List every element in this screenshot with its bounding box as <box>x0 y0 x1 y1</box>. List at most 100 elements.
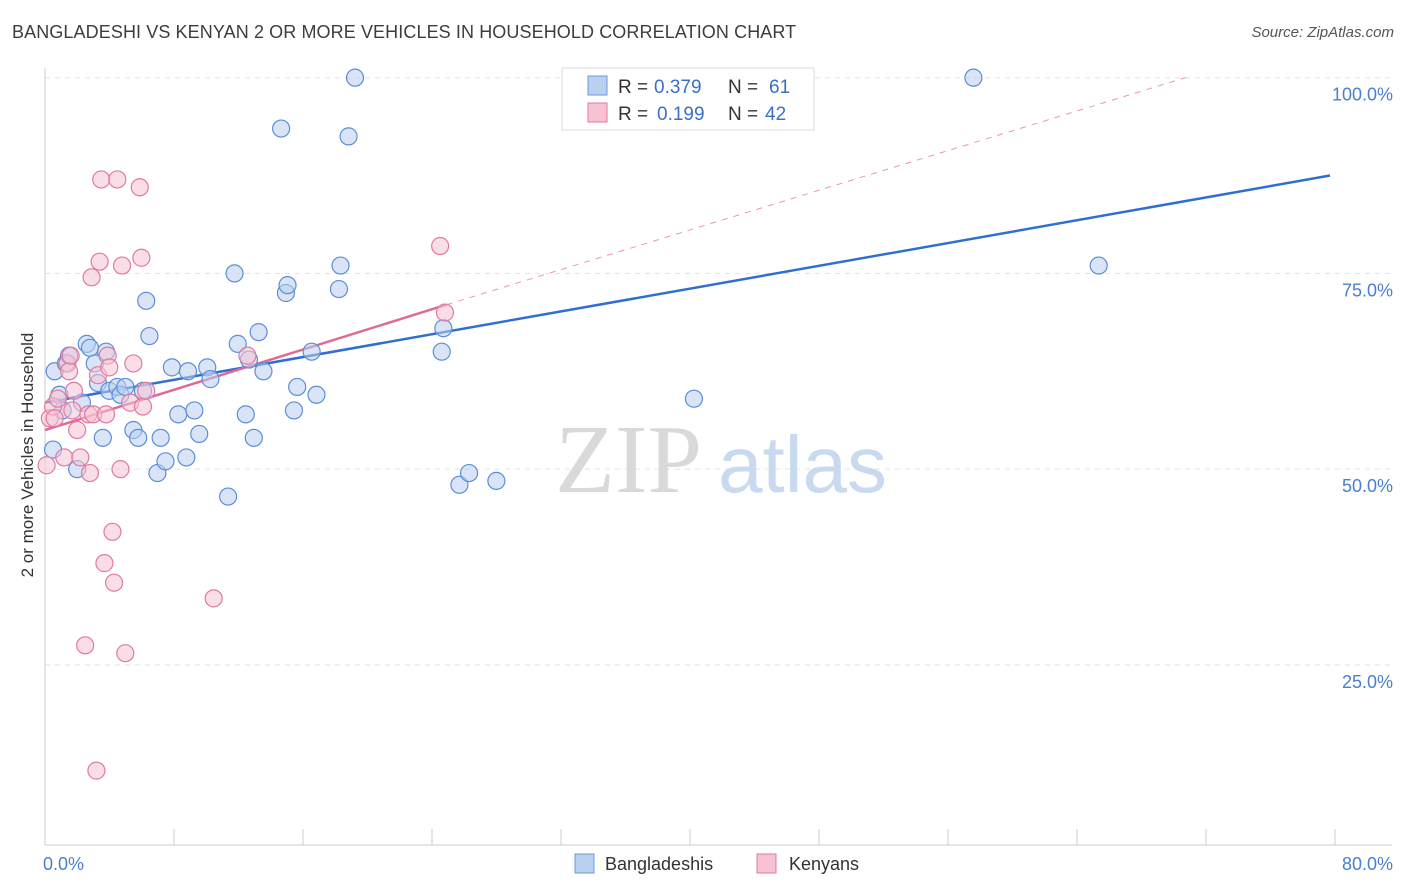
data-points <box>37 68 1108 780</box>
x-tick-label: 80.0% <box>1342 854 1393 874</box>
y-tick-label: 50.0% <box>1342 476 1393 496</box>
x-tick-label: 0.0% <box>43 854 84 874</box>
point-bangladeshis <box>177 448 196 467</box>
point-bangladeshis <box>331 256 350 275</box>
bottom-legend-label-kenyans: Kenyans <box>789 854 859 874</box>
watermark-atlas: atlas <box>718 420 887 509</box>
point-bangladeshis <box>339 127 358 146</box>
source-label: Source: ZipAtlas.com <box>1251 24 1394 41</box>
legend-r-label: R = <box>618 77 648 98</box>
point-bangladeshis <box>190 424 209 444</box>
point-bangladeshis <box>302 342 321 361</box>
point-bangladeshis <box>254 362 273 381</box>
point-kenyans <box>238 346 257 365</box>
point-kenyans <box>204 589 223 608</box>
legend-swatch-bangladeshis <box>587 75 608 96</box>
point-kenyans <box>130 178 149 197</box>
trendlines <box>44 77 1331 432</box>
point-bangladeshis <box>964 68 983 87</box>
point-bangladeshis <box>288 377 307 397</box>
chart-title: BANGLADESHI VS KENYAN 2 OR MORE VEHICLES… <box>12 22 797 42</box>
y-tick-label: 100.0% <box>1332 85 1393 105</box>
point-kenyans <box>82 268 101 287</box>
point-bangladeshis <box>140 326 159 346</box>
point-kenyans <box>92 170 111 189</box>
point-kenyans <box>48 389 67 408</box>
point-kenyans <box>64 381 84 400</box>
legend-n-value: 42 <box>765 104 786 125</box>
point-kenyans <box>95 554 114 573</box>
point-kenyans <box>132 248 151 267</box>
legend-swatch-kenyans <box>587 102 608 123</box>
point-kenyans <box>37 456 56 475</box>
point-kenyans <box>133 397 153 416</box>
point-bangladeshis <box>151 428 170 447</box>
legend-r-value: 0.199 <box>657 104 705 125</box>
point-kenyans <box>435 303 455 322</box>
point-kenyans <box>55 448 74 467</box>
point-kenyans <box>137 381 156 400</box>
point-bangladeshis <box>137 291 156 310</box>
point-kenyans <box>103 522 122 541</box>
bottom-legend: Bangladeshis Kenyans <box>574 853 859 874</box>
y-tick-labels: 25.0% 50.0% 75.0% 100.0% <box>1332 85 1393 692</box>
point-bangladeshis <box>284 401 304 420</box>
bottom-legend-label-bangladeshis: Bangladeshis <box>605 854 713 874</box>
point-bangladeshis <box>450 475 469 494</box>
bottom-legend-swatch-bangladeshis <box>574 853 595 874</box>
point-bangladeshis <box>236 405 255 424</box>
point-bangladeshis <box>80 338 100 357</box>
bottom-legend-swatch-kenyans <box>756 853 777 874</box>
point-bangladeshis <box>249 323 268 342</box>
point-kenyans <box>90 252 109 271</box>
point-bangladeshis <box>329 279 349 299</box>
point-bangladeshis <box>162 358 181 377</box>
point-kenyans <box>80 463 100 483</box>
point-kenyans <box>431 236 450 256</box>
trendline-bangladeshis <box>44 174 1331 404</box>
y-tick-label: 25.0% <box>1342 672 1393 692</box>
point-bangladeshis <box>307 385 326 404</box>
point-bangladeshis <box>129 428 148 447</box>
point-kenyans <box>61 346 80 365</box>
point-kenyans <box>111 460 130 479</box>
y-tick-label: 75.0% <box>1342 280 1393 300</box>
trendline-kenyans-extension <box>446 77 1186 306</box>
point-bangladeshis <box>272 119 291 138</box>
point-bangladeshis <box>169 405 188 424</box>
y-axis-label: 2 or more Vehicles in Household <box>18 333 37 578</box>
point-kenyans <box>87 761 106 780</box>
point-bangladeshis <box>178 362 198 381</box>
point-bangladeshis <box>434 319 453 338</box>
point-bangladeshis <box>1089 256 1108 275</box>
point-bangladeshis <box>684 389 704 408</box>
watermark: ZIP atlas <box>555 406 887 514</box>
point-kenyans <box>108 170 127 189</box>
point-kenyans <box>63 401 82 420</box>
point-bangladeshis <box>219 487 238 506</box>
point-bangladeshis <box>244 428 263 447</box>
legend-n-value: 61 <box>769 77 790 98</box>
grid-lines <box>45 77 1390 666</box>
point-kenyans <box>71 448 90 467</box>
point-kenyans <box>59 362 79 381</box>
point-kenyans <box>76 636 95 655</box>
point-kenyans <box>45 409 64 428</box>
point-bangladeshis <box>345 68 365 87</box>
point-bangladeshis <box>93 428 112 447</box>
point-kenyans <box>100 358 119 377</box>
legend-r-label: R = <box>618 104 648 125</box>
point-kenyans <box>104 573 124 592</box>
point-bangladeshis <box>278 276 297 295</box>
point-kenyans <box>68 420 87 440</box>
legend-r-value: 0.379 <box>654 77 702 98</box>
point-bangladeshis <box>185 401 204 420</box>
point-kenyans <box>112 256 132 275</box>
point-bangladeshis <box>201 370 220 389</box>
legend-n-label: N = <box>728 77 758 98</box>
point-bangladeshis <box>156 452 175 471</box>
point-kenyans <box>96 405 116 424</box>
point-bangladeshis <box>459 463 479 483</box>
point-bangladeshis <box>225 264 244 283</box>
